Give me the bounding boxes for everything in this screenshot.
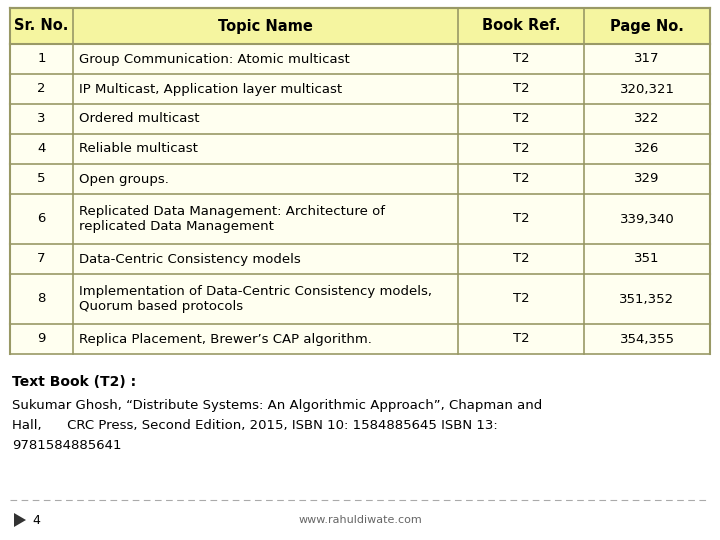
Text: 6: 6 — [37, 213, 45, 226]
Text: Sr. No.: Sr. No. — [14, 18, 68, 33]
Text: Implementation of Data-Centric Consistency models,
Quorum based protocols: Implementation of Data-Centric Consisten… — [79, 285, 432, 313]
Text: 9: 9 — [37, 333, 45, 346]
Text: Topic Name: Topic Name — [218, 18, 313, 33]
Bar — [10, 244, 710, 274]
Text: 9781584885641: 9781584885641 — [12, 439, 122, 452]
Text: Group Communication: Atomic multicast: Group Communication: Atomic multicast — [79, 52, 350, 65]
Text: Text Book (T2) :: Text Book (T2) : — [12, 375, 136, 389]
Text: Hall,      CRC Press, Second Edition, 2015, ISBN 10: 1584885645 ISBN 13:: Hall, CRC Press, Second Edition, 2015, I… — [12, 419, 498, 432]
Text: T2: T2 — [513, 143, 529, 156]
Bar — [10, 134, 710, 164]
Text: 8: 8 — [37, 293, 45, 306]
Text: 2: 2 — [37, 83, 46, 96]
Text: T2: T2 — [513, 333, 529, 346]
Text: 354,355: 354,355 — [619, 333, 675, 346]
Text: 322: 322 — [634, 112, 660, 125]
Text: Replicated Data Management: Architecture of
replicated Data Management: Replicated Data Management: Architecture… — [79, 205, 385, 233]
Bar — [10, 164, 710, 194]
Text: 329: 329 — [634, 172, 660, 186]
Text: T2: T2 — [513, 293, 529, 306]
Polygon shape — [14, 513, 26, 527]
Text: Replica Placement, Brewer’s CAP algorithm.: Replica Placement, Brewer’s CAP algorith… — [79, 333, 372, 346]
Text: Book Ref.: Book Ref. — [482, 18, 560, 33]
Text: 320,321: 320,321 — [619, 83, 675, 96]
Bar — [10, 74, 710, 104]
Text: Data-Centric Consistency models: Data-Centric Consistency models — [79, 253, 301, 266]
Text: Page No.: Page No. — [610, 18, 684, 33]
Bar — [10, 44, 710, 74]
Bar — [10, 8, 710, 44]
Text: 5: 5 — [37, 172, 46, 186]
Bar — [10, 324, 710, 354]
Text: Open groups.: Open groups. — [79, 172, 169, 186]
Text: T2: T2 — [513, 253, 529, 266]
Text: 351,352: 351,352 — [619, 293, 675, 306]
Text: www.rahuldiwate.com: www.rahuldiwate.com — [298, 515, 422, 525]
Text: 1: 1 — [37, 52, 46, 65]
Text: T2: T2 — [513, 112, 529, 125]
Bar — [10, 194, 710, 244]
Text: 3: 3 — [37, 112, 46, 125]
Text: T2: T2 — [513, 52, 529, 65]
Text: 351: 351 — [634, 253, 660, 266]
Text: T2: T2 — [513, 83, 529, 96]
Text: T2: T2 — [513, 172, 529, 186]
Text: IP Multicast, Application layer multicast: IP Multicast, Application layer multicas… — [79, 83, 342, 96]
Text: Ordered multicast: Ordered multicast — [79, 112, 199, 125]
Bar — [10, 104, 710, 134]
Text: 7: 7 — [37, 253, 46, 266]
Text: 4: 4 — [37, 143, 45, 156]
Text: Sukumar Ghosh, “Distribute Systems: An Algorithmic Approach”, Chapman and: Sukumar Ghosh, “Distribute Systems: An A… — [12, 399, 542, 412]
Text: 4: 4 — [32, 514, 40, 526]
Text: 326: 326 — [634, 143, 660, 156]
Bar — [10, 274, 710, 324]
Text: 339,340: 339,340 — [620, 213, 675, 226]
Text: Reliable multicast: Reliable multicast — [79, 143, 198, 156]
Text: T2: T2 — [513, 213, 529, 226]
Text: 317: 317 — [634, 52, 660, 65]
